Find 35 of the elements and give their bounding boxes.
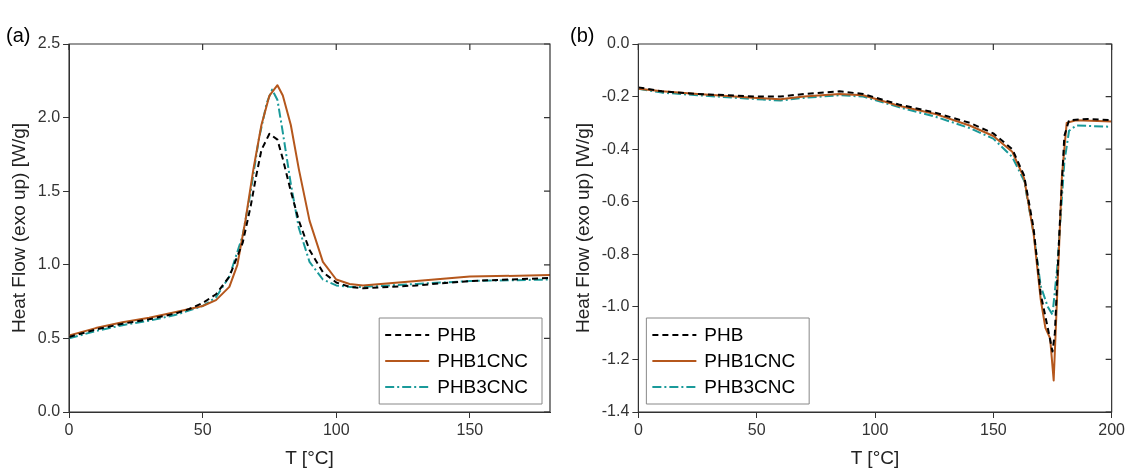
legend-label: PHB1CNC: [704, 350, 796, 372]
x-tick-label: 0: [64, 421, 74, 439]
legend-label: PHB: [437, 324, 477, 346]
x-tick-label: 200: [1098, 421, 1126, 439]
legend-label: PHB3CNC: [437, 376, 529, 398]
y-axis-title: Heat Flow (exo up) [W/g]: [571, 122, 593, 334]
y-tick-label: 2.5: [37, 34, 61, 52]
y-tick-label: -0.8: [601, 244, 630, 262]
y-tick-label: -0.2: [601, 86, 630, 104]
x-tick-label: 50: [193, 421, 212, 439]
x-tick-label: 0: [633, 421, 643, 439]
y-tick-label: 2.0: [37, 108, 61, 126]
y-tick-label: 0.0: [607, 34, 630, 52]
y-tick-label: -0.4: [601, 139, 630, 157]
y-tick-label: -1.0: [601, 297, 630, 315]
y-tick-label: 1.0: [37, 255, 61, 273]
x-axis-title: T [°C]: [850, 446, 900, 468]
y-axis-title: Heat Flow (exo up) [W/g]: [7, 122, 29, 334]
legend-label: PHB3CNC: [704, 376, 796, 398]
x-axis-title: T [°C]: [285, 446, 334, 468]
y-tick-label: 0.5: [37, 328, 61, 346]
x-tick-label: 50: [747, 421, 766, 439]
y-tick-label: -1.2: [601, 349, 630, 367]
chart-title: (a): [6, 23, 31, 46]
legend-label: PHB1CNC: [437, 350, 529, 372]
x-tick-label: 100: [861, 421, 889, 439]
x-tick-label: 150: [456, 421, 484, 439]
x-tick-label: 150: [979, 421, 1007, 439]
chart-title: (b): [570, 23, 595, 46]
y-tick-label: 1.5: [37, 181, 61, 199]
x-tick-label: 100: [322, 421, 350, 439]
y-tick-label: 0.0: [37, 402, 61, 420]
y-tick-label: -0.6: [601, 192, 630, 210]
y-tick-label: -1.4: [601, 402, 630, 420]
legend-label: PHB: [704, 324, 744, 346]
